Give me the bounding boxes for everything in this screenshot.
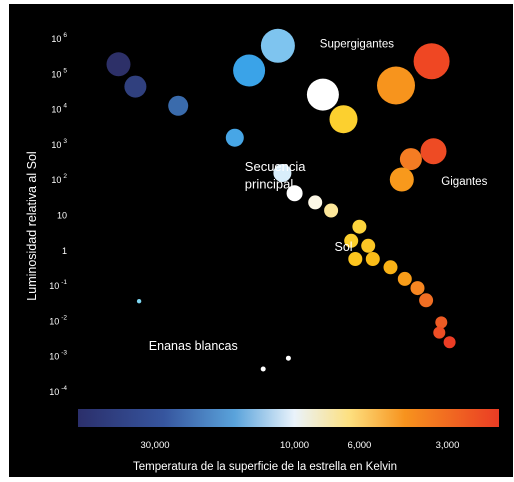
- main-sequence-star: [419, 293, 434, 308]
- enanas-label: Enanas blancas: [149, 339, 238, 353]
- y-tick-base: 10: [49, 387, 59, 397]
- y-tick-base: 10: [51, 69, 61, 79]
- y-tick-label: 1: [62, 246, 67, 256]
- main-sequence-star: [273, 164, 292, 182]
- y-tick-label: 10 4: [51, 103, 67, 115]
- white-dwarfs-group: [136, 299, 291, 372]
- main-sequence-star: [348, 252, 363, 266]
- x-tick-label: 30,000: [140, 440, 169, 451]
- x-axis-label: Temperatura de la superficie de la estre…: [133, 461, 397, 473]
- supergiants-star: [377, 66, 415, 105]
- y-tick-base: 10: [51, 34, 61, 44]
- chart-frame: 10 6 10 5 10 4 10 3 10 2 10 1 10 -1 10 -2 10 -3 10 -4 Super…: [9, 4, 513, 477]
- x-tick-label: 6,000: [348, 440, 372, 451]
- y-tick-exponent: -4: [61, 385, 67, 392]
- y-tick-exponent: 2: [63, 173, 67, 180]
- y-tick-exponent: -1: [61, 279, 67, 286]
- y-tick-base: 10: [51, 175, 61, 185]
- y-tick-label: 10: [57, 211, 67, 221]
- main-sequence-star: [352, 219, 367, 234]
- supergiants-star: [306, 78, 339, 111]
- giants-star: [389, 167, 414, 192]
- main-sequence-star: [433, 326, 446, 339]
- y-tick-exponent: 4: [63, 103, 67, 110]
- y-tick-label: 10 -4: [49, 385, 67, 397]
- main-sequence-star: [435, 316, 448, 329]
- main-sequence-star: [344, 233, 359, 248]
- y-tick-exponent: 6: [63, 32, 67, 39]
- y-tick-label: 10 -3: [49, 350, 67, 362]
- main-sequence-star: [383, 260, 398, 275]
- y-tick-base: 1: [62, 246, 67, 256]
- y-tick-exponent: -3: [61, 350, 67, 357]
- giants-star: [399, 148, 422, 171]
- y-tick-base: 10: [51, 105, 61, 115]
- y-axis-label: Luminosidad relativa al Sol: [25, 151, 39, 300]
- annotations: Supergigantes Gigantes Secuencia principal S…: [149, 39, 488, 353]
- x-tick-label: 10,000: [280, 440, 309, 451]
- y-tick-label: 10 -2: [49, 314, 67, 326]
- main-sequence-star: [168, 95, 189, 116]
- y-tick-label: 10 2: [51, 173, 67, 185]
- y-tick-base: 10: [49, 316, 59, 326]
- y-tick-label: 10 -1: [49, 279, 67, 291]
- main-sequence-star: [365, 252, 380, 266]
- y-tick-exponent: -2: [61, 314, 67, 321]
- main-sequence-group: [106, 52, 456, 349]
- main-sequence-star: [225, 128, 244, 147]
- y-tick-base: 10: [49, 281, 59, 291]
- supergiants-star: [413, 43, 450, 80]
- white-dwarfs-star: [136, 299, 142, 304]
- y-tick-base: 10: [51, 140, 61, 150]
- y-tick-base: 10: [57, 211, 67, 221]
- x-tick-label: 3,000: [436, 440, 460, 451]
- y-tick-label: 10 6: [51, 32, 67, 44]
- y-tick-label: 10 3: [51, 138, 67, 150]
- supergiants-star: [260, 28, 295, 63]
- supergigantes-label: Supergigantes: [320, 39, 394, 51]
- main-sequence-star: [124, 75, 147, 98]
- y-tick-exponent: 5: [63, 67, 67, 74]
- supergiants-star: [329, 105, 358, 134]
- stars: [106, 28, 456, 372]
- giants-star: [420, 138, 447, 165]
- temperature-colorbar: [78, 409, 499, 427]
- main-sequence-star: [443, 336, 456, 349]
- main-sequence-star: [361, 238, 376, 253]
- main-sequence-star: [410, 281, 425, 296]
- y-tick-exponent: 3: [63, 138, 67, 145]
- secuencia-label: Secuencia: [245, 159, 306, 174]
- main-sequence-star: [286, 185, 303, 202]
- y-tick-label: 10 5: [51, 67, 67, 79]
- main-sequence-star: [324, 203, 339, 218]
- main-sequence-star: [106, 52, 131, 77]
- supergiants-star: [233, 54, 266, 87]
- sol-label: Sol: [335, 240, 353, 254]
- white-dwarfs-star: [260, 366, 266, 372]
- y-tick-base: 10: [49, 352, 59, 362]
- x-tick-labels: 30,000 10,000 6,000 3,000: [140, 440, 459, 451]
- main-sequence-star: [308, 195, 323, 210]
- giants-group: [389, 138, 447, 192]
- supergiants-group: [233, 28, 450, 134]
- principal-label: principal: [245, 177, 294, 192]
- white-dwarfs-star: [285, 355, 291, 361]
- gigantes-label: Gigantes: [441, 176, 487, 188]
- main-sequence-star: [397, 271, 412, 286]
